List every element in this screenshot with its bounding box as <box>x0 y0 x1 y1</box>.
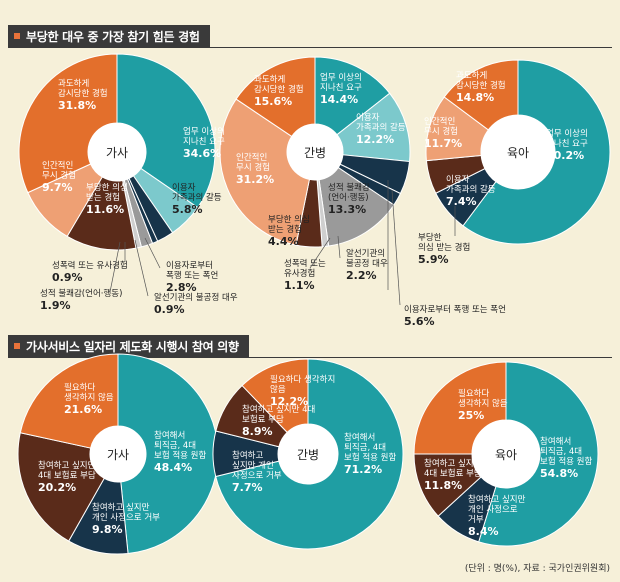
slice-label: 참여해서 퇴직금, 4대 보험 적용 원함 71.2% <box>344 432 397 476</box>
slice-label: 성폭력 또는 유사경험 0.9% <box>52 260 128 284</box>
leader-line <box>309 237 331 269</box>
slice-label: 업무 이상의 지나친 요구 14.4% <box>320 72 362 106</box>
slice-label: 성적 불쾌감(언어·행동) 1.9% <box>40 288 122 312</box>
slice-label: 이용자 가족과의 갈등 7.4% <box>446 174 496 208</box>
donut-chart-4: 간병 <box>212 358 404 550</box>
leader-line <box>109 241 121 293</box>
slice-label: 과도하게 감시당한 경험 15.6% <box>254 74 304 108</box>
slice-label: 이용자 가족과의 갈등 5.8% <box>172 182 222 216</box>
section-title-2: 가사서비스 일자리 제도화 시행시 참여 의향 <box>8 334 612 358</box>
slice-label: 업무 이상의 지나친 요구 34.6% <box>183 126 225 160</box>
donut-hole <box>90 426 146 482</box>
slice-label: 인간적인 무시 경험 9.7% <box>42 160 76 194</box>
slice-label: 필요하다 생각하지 않음 12.2% <box>270 374 335 408</box>
slice-label: 참여하고 싶지만 4대 보험료 부담 20.2% <box>38 460 96 494</box>
donut-chart-1: 간병 <box>219 56 411 248</box>
donut-hole <box>472 420 540 488</box>
donut-center-label: 가사 <box>106 146 128 160</box>
section-rule-1 <box>8 47 612 48</box>
slice-label: 과도하게 감시당한 경험 31.8% <box>58 78 108 112</box>
donut-chart-2: 육아 <box>425 59 611 245</box>
slice-label: 이용자 가족과의 갈등 12.2% <box>356 112 406 146</box>
slice-label: 참여하고 싶지만 4대 보험료 부담 8.9% <box>242 404 315 438</box>
donut-chart-3: 가사 <box>17 353 219 555</box>
slice-label: 참여하고 싶지만 4대 보험료 부담 11.8% <box>424 458 482 492</box>
slice-label: 부당한 의심 받는 경험 5.9% <box>418 232 470 266</box>
slice-label: 부당한 의심 받는 경험 4.4% <box>268 214 310 248</box>
donut-center-label: 간병 <box>297 448 319 462</box>
donut-hole <box>278 424 338 484</box>
donut-chart-0: 가사 <box>18 53 216 251</box>
slice-label: 참여하고 싶지만 개인 사정으로 거부 8.4% <box>468 494 526 538</box>
donut-slice <box>462 59 611 245</box>
donut-slice <box>219 98 310 246</box>
slice-label: 부당한 의심 받는 경험 11.6% <box>86 182 128 216</box>
donut-chart-5: 육아 <box>413 361 599 547</box>
footnote: (단위 : 명(%), 자료 : 국가인권위원회) <box>464 564 610 574</box>
section-title-1-text: 부당한 대우 중 가장 참기 힘든 경험 <box>8 24 210 48</box>
donut-hole <box>287 124 343 180</box>
slice-label: 업무 이상의 지나친 요구 60.2% <box>546 128 588 162</box>
leader-line <box>144 237 161 269</box>
leader-line <box>391 189 401 306</box>
slice-label: 알선기관의 불공정 대우 0.9% <box>154 292 238 316</box>
slice-label: 과도하게 감시당한 경험 14.8% <box>456 70 506 104</box>
leader-line <box>337 235 341 259</box>
slice-label: 참여하고 싶지만 개인 사정으로 거부 7.7% <box>232 450 282 494</box>
donut-hole <box>481 115 555 189</box>
slice-label: 이용자로부터 폭행 또는 폭언 5.6% <box>404 304 506 328</box>
slice-label: 성적 불쾌감 (언어·행동) 13.3% <box>328 182 370 216</box>
slice-label: 이용자로부터 폭행 또는 폭언 2.8% <box>166 260 218 294</box>
slice-label: 참여해서 퇴직금, 4대 보험 적용 원함 48.4% <box>154 430 207 474</box>
slice-label: 성폭력 또는 유사경험 1.1% <box>284 258 326 292</box>
section-title-1: 부당한 대우 중 가장 참기 힘든 경험 <box>8 24 612 48</box>
donut-center-label: 육아 <box>495 448 517 462</box>
slice-label: 참여해서 퇴직금, 4대 보험 적용 원함 54.8% <box>540 436 593 480</box>
donut-center-label: 육아 <box>507 146 529 160</box>
slice-label: 필요하다 생각하지 않음 21.6% <box>64 382 114 416</box>
donut-hole <box>88 123 146 181</box>
section-rule-2 <box>8 357 612 358</box>
leader-line <box>134 239 149 297</box>
section-title-2-text: 가사서비스 일자리 제도화 시행시 참여 의향 <box>8 334 249 358</box>
donut-center-label: 간병 <box>304 146 326 160</box>
slice-label: 참여하고 싶지만 개인 사정으로 거부 9.8% <box>92 502 160 536</box>
donut-center-label: 가사 <box>107 448 129 462</box>
slice-label: 인간적인 무시 경험 31.2% <box>236 152 274 186</box>
slice-label: 인간적인 무시 경험 11.7% <box>424 116 462 150</box>
slice-label: 필요하다 생각하지 않음 25% <box>458 388 508 422</box>
slice-label: 알선기관의 불공정 대우 2.2% <box>346 248 388 282</box>
